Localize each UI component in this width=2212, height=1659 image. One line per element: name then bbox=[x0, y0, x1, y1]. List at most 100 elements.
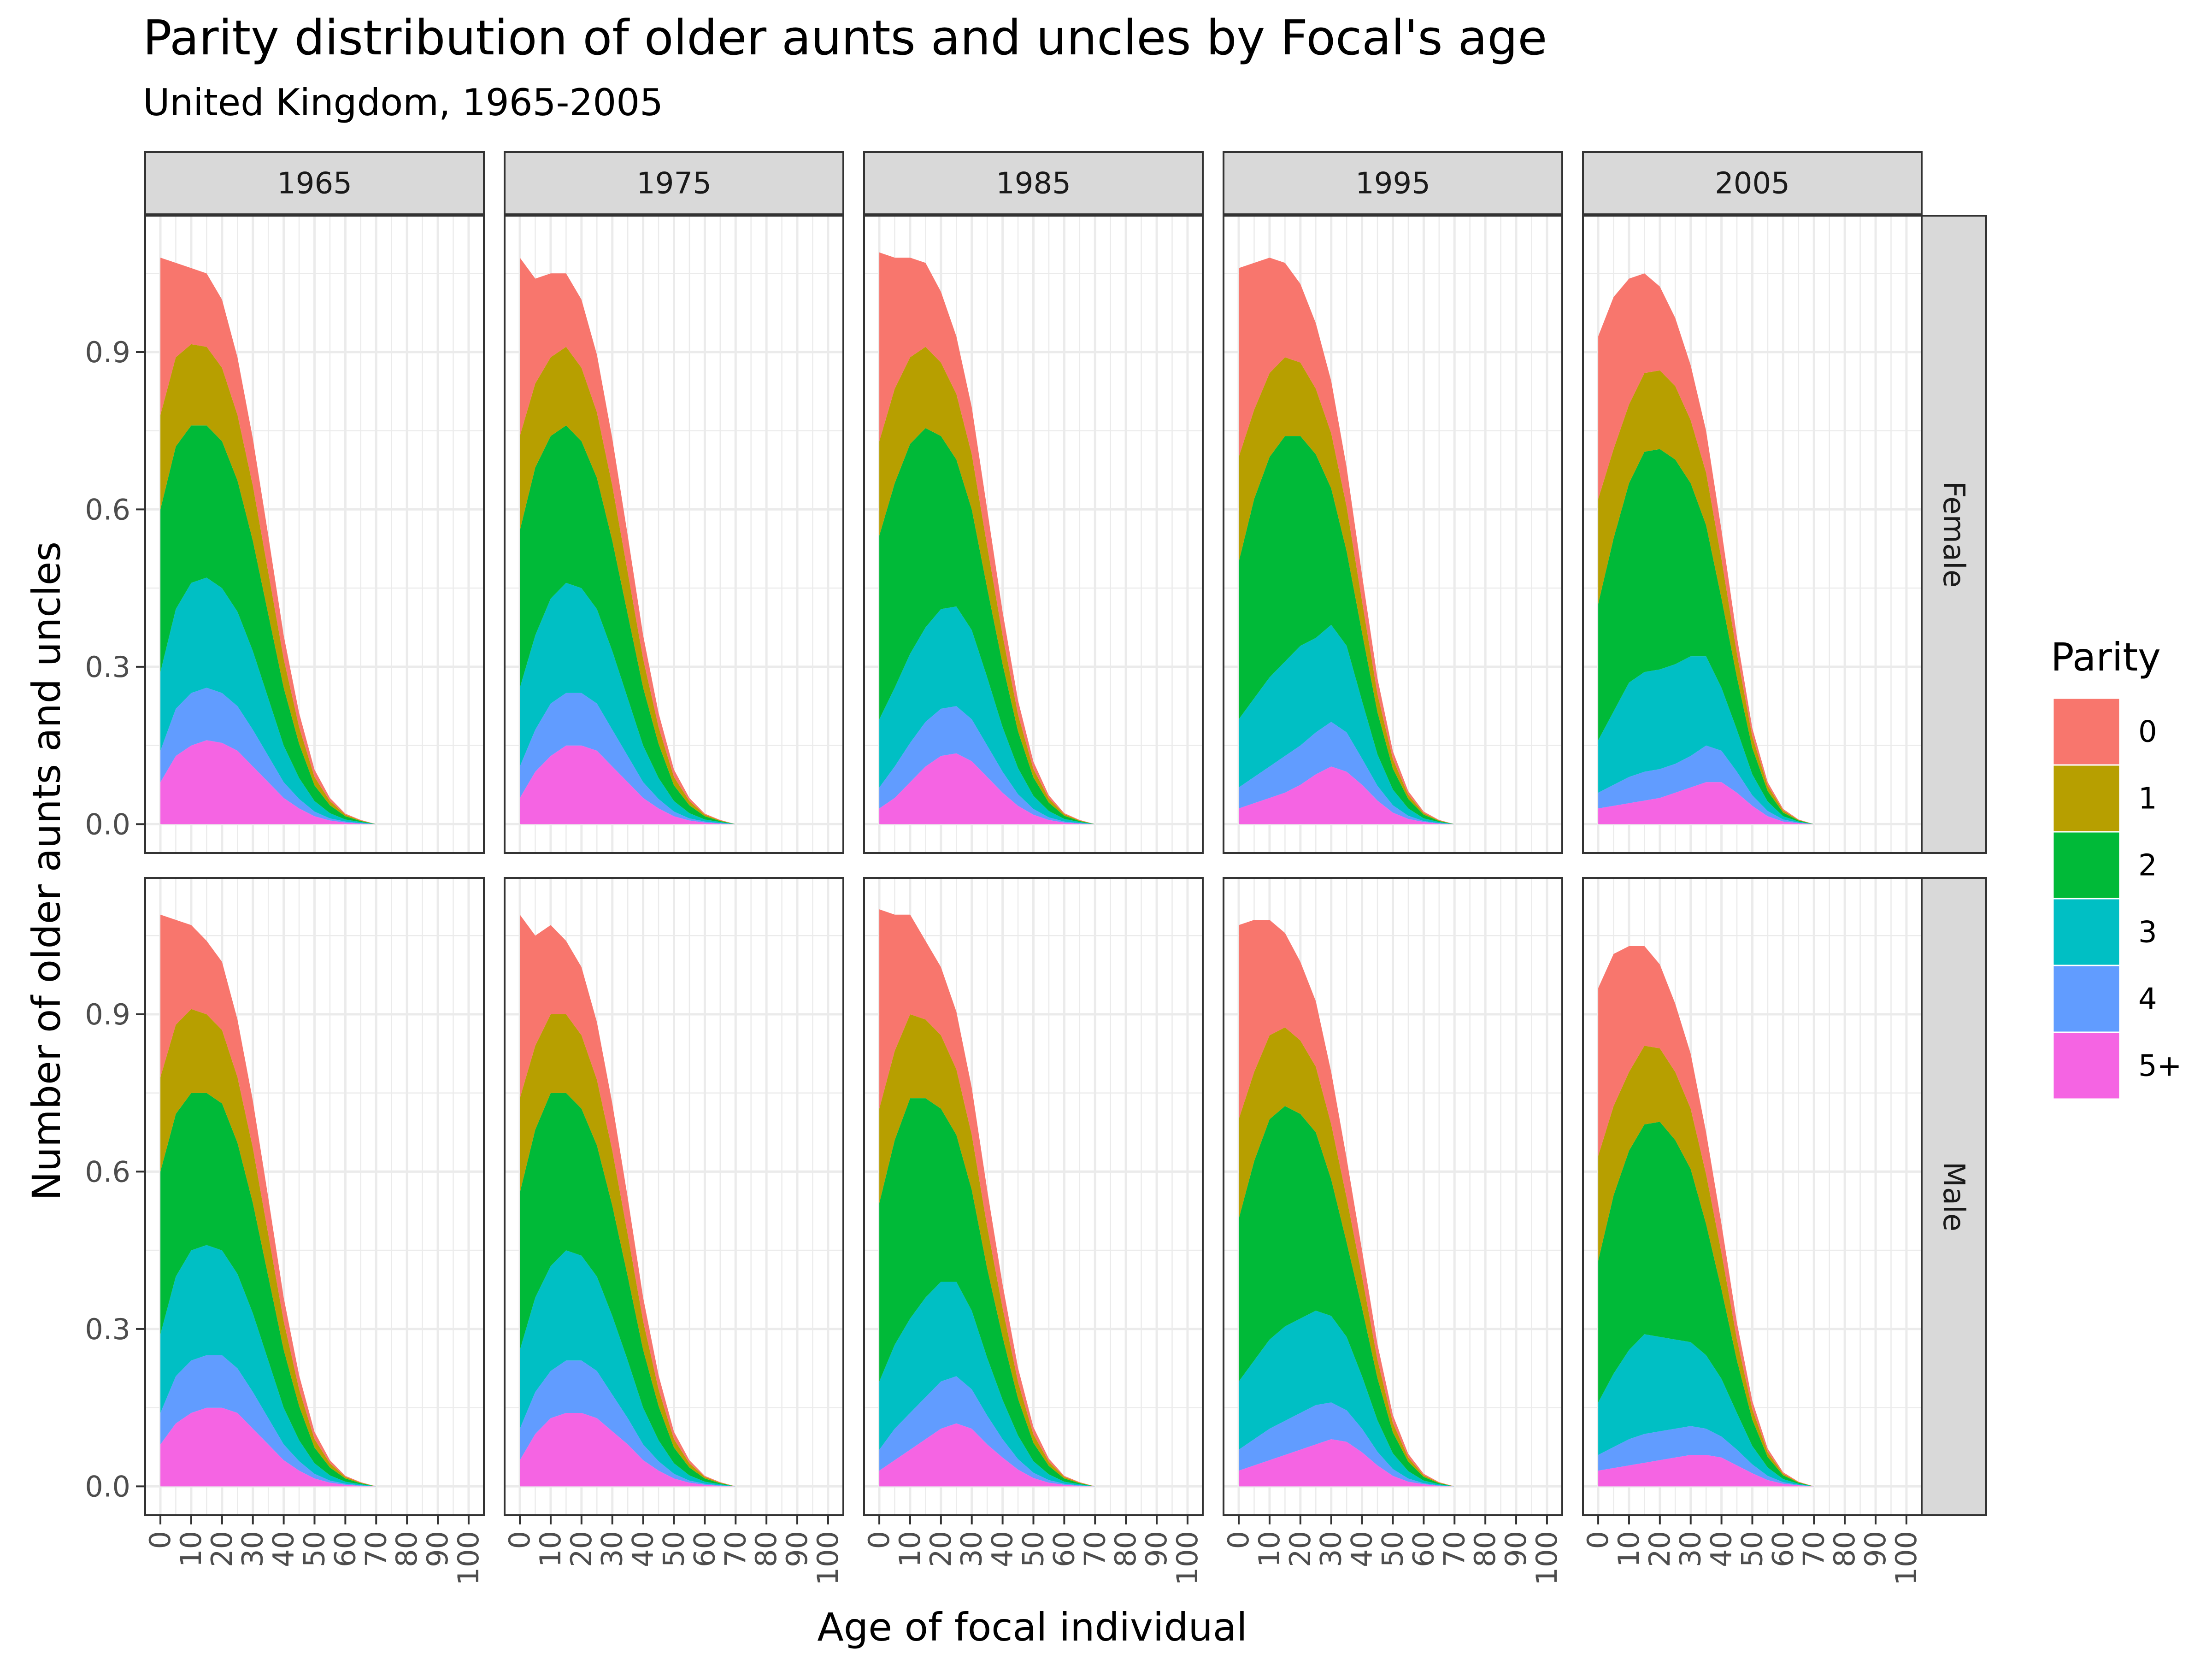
facet-panel-1995-female bbox=[1223, 215, 1563, 854]
area-parity-5plus-1985-female bbox=[879, 753, 1188, 824]
x-tick-label: 60 bbox=[1406, 1531, 1440, 1567]
legend-swatch bbox=[2052, 965, 2121, 1033]
legend-swatch bbox=[2052, 898, 2121, 966]
x-tick-label: 20 bbox=[565, 1531, 598, 1567]
strip-label-2005: 2005 bbox=[1715, 167, 1790, 201]
area-parity-4-1995-male bbox=[1239, 1402, 1547, 1487]
x-tick-label: 70 bbox=[718, 1531, 752, 1567]
y-axis-female: 0.0 0.3 0.6 0.9 bbox=[85, 335, 145, 841]
area-parity-5plus-1965-female bbox=[160, 740, 469, 824]
area-parity-1-2005-female bbox=[1598, 370, 1906, 824]
area-parity-0-1985-male bbox=[879, 909, 1188, 1487]
facet-strip-1995: 1995 bbox=[1223, 151, 1563, 215]
area-parity-2-1975-male bbox=[520, 1093, 828, 1487]
x-tick-label: 10 bbox=[1253, 1531, 1286, 1567]
x-tick-label: 90 bbox=[1859, 1531, 1892, 1567]
legend-swatch bbox=[2052, 1031, 2121, 1100]
area-parity-5plus-2005-male bbox=[1598, 1455, 1906, 1487]
legend-swatch bbox=[2052, 697, 2121, 766]
x-tick-label: 40 bbox=[986, 1531, 1019, 1567]
strip-label-male: Male bbox=[1936, 1162, 1971, 1232]
facet-strip-1965: 1965 bbox=[144, 151, 485, 215]
y-axis-male: 0.0 0.3 0.6 0.9 bbox=[85, 998, 145, 1503]
facet-strip-male: Male bbox=[1921, 877, 1987, 1516]
x-tick-label: 90 bbox=[1140, 1531, 1173, 1567]
x-tick-label: 60 bbox=[1766, 1531, 1800, 1567]
x-tick-label: 40 bbox=[1705, 1531, 1738, 1567]
facet-panel-1985-female bbox=[863, 215, 1204, 854]
facet-strip-1985: 1985 bbox=[863, 151, 1204, 215]
x-tick-label: 80 bbox=[390, 1531, 424, 1567]
legend-label: 5+ bbox=[2138, 1049, 2182, 1083]
area-parity-0-1995-female bbox=[1239, 258, 1547, 824]
x-tick-label: 50 bbox=[1017, 1531, 1050, 1567]
area-parity-1-1995-male bbox=[1239, 1027, 1547, 1487]
x-tick-label: 0 bbox=[862, 1531, 896, 1549]
strip-label-1975: 1975 bbox=[636, 167, 712, 201]
area-parity-4-2005-male bbox=[1598, 1426, 1906, 1487]
area-parity-1-1975-male bbox=[520, 1014, 828, 1487]
x-tick-label: 30 bbox=[955, 1531, 988, 1567]
area-parity-3-1965-male bbox=[160, 1245, 469, 1487]
x-tick-label: 40 bbox=[626, 1531, 660, 1567]
facet-panels: 1965 1975 1985 1995 2005 Female Male bbox=[144, 151, 1987, 1516]
area-parity-5plus-1985-male bbox=[879, 1423, 1188, 1487]
x-tick-label: 20 bbox=[924, 1531, 958, 1567]
legend-title: Parity bbox=[2051, 635, 2161, 680]
area-parity-5plus-1995-male bbox=[1239, 1439, 1547, 1487]
area-parity-1-1975-female bbox=[520, 347, 828, 824]
facet-panel-1965-male bbox=[144, 877, 485, 1516]
facet-panel-1975-female bbox=[504, 215, 844, 854]
strip-label-1965: 1965 bbox=[277, 167, 352, 201]
x-tick-label: 10 bbox=[1612, 1531, 1646, 1567]
y-tick-label: 0.6 bbox=[85, 493, 130, 526]
area-parity-3-2005-female bbox=[1598, 656, 1906, 824]
legend-item-2: 2 bbox=[2052, 831, 2157, 900]
legend-item-5plus: 5+ bbox=[2052, 1031, 2182, 1100]
area-parity-2-2005-female bbox=[1598, 449, 1906, 824]
strip-background bbox=[1582, 151, 1923, 215]
chart-title: Parity distribution of older aunts and u… bbox=[143, 10, 1547, 66]
x-tick-label: 30 bbox=[1674, 1531, 1707, 1567]
area-parity-1-2005-male bbox=[1598, 1046, 1906, 1487]
area-parity-5plus-1995-female bbox=[1239, 766, 1547, 824]
x-tick-label: 100 bbox=[1530, 1531, 1564, 1585]
area-parity-0-1965-female bbox=[160, 258, 469, 824]
x-tick-label: 100 bbox=[452, 1531, 485, 1585]
area-parity-5plus-1975-female bbox=[520, 745, 828, 824]
x-tick-label: 60 bbox=[688, 1531, 721, 1567]
area-parity-5plus-2005-female bbox=[1598, 782, 1906, 824]
x-tick-label: 50 bbox=[657, 1531, 691, 1567]
area-parity-1-1995-female bbox=[1239, 357, 1547, 824]
x-tick-label: 70 bbox=[1078, 1531, 1112, 1567]
area-parity-2-1965-female bbox=[160, 425, 469, 824]
legend-item-3: 3 bbox=[2052, 898, 2157, 966]
strip-background bbox=[144, 151, 485, 215]
x-tick-label: 0 bbox=[1581, 1531, 1615, 1549]
y-axis-title: Number of older aunts and uncles bbox=[24, 541, 69, 1200]
y-tick-label: 0.3 bbox=[85, 1312, 130, 1346]
area-parity-2-1975-female bbox=[520, 425, 828, 824]
facet-panel-1965-female bbox=[144, 215, 485, 854]
x-tick-label: 80 bbox=[1828, 1531, 1861, 1567]
y-tick-label: 0.0 bbox=[85, 807, 130, 841]
x-tick-label: 90 bbox=[780, 1531, 814, 1567]
facet-strip-2005: 2005 bbox=[1582, 151, 1923, 215]
area-parity-4-1975-male bbox=[520, 1360, 828, 1487]
x-tick-label: 80 bbox=[749, 1531, 783, 1567]
y-tick-label: 0.0 bbox=[85, 1470, 130, 1503]
area-parity-0-1995-male bbox=[1239, 920, 1547, 1487]
chart-subtitle: United Kingdom, 1965-2005 bbox=[143, 81, 663, 124]
area-parity-2-1995-male bbox=[1239, 1106, 1547, 1487]
x-tick-label: 90 bbox=[421, 1531, 454, 1567]
area-parity-3-1975-female bbox=[520, 582, 828, 824]
y-tick-label: 0.9 bbox=[85, 998, 130, 1031]
area-parity-0-2005-male bbox=[1598, 946, 1906, 1487]
facet-panel-1975-male bbox=[504, 877, 844, 1516]
area-parity-4-1985-male bbox=[879, 1376, 1188, 1487]
